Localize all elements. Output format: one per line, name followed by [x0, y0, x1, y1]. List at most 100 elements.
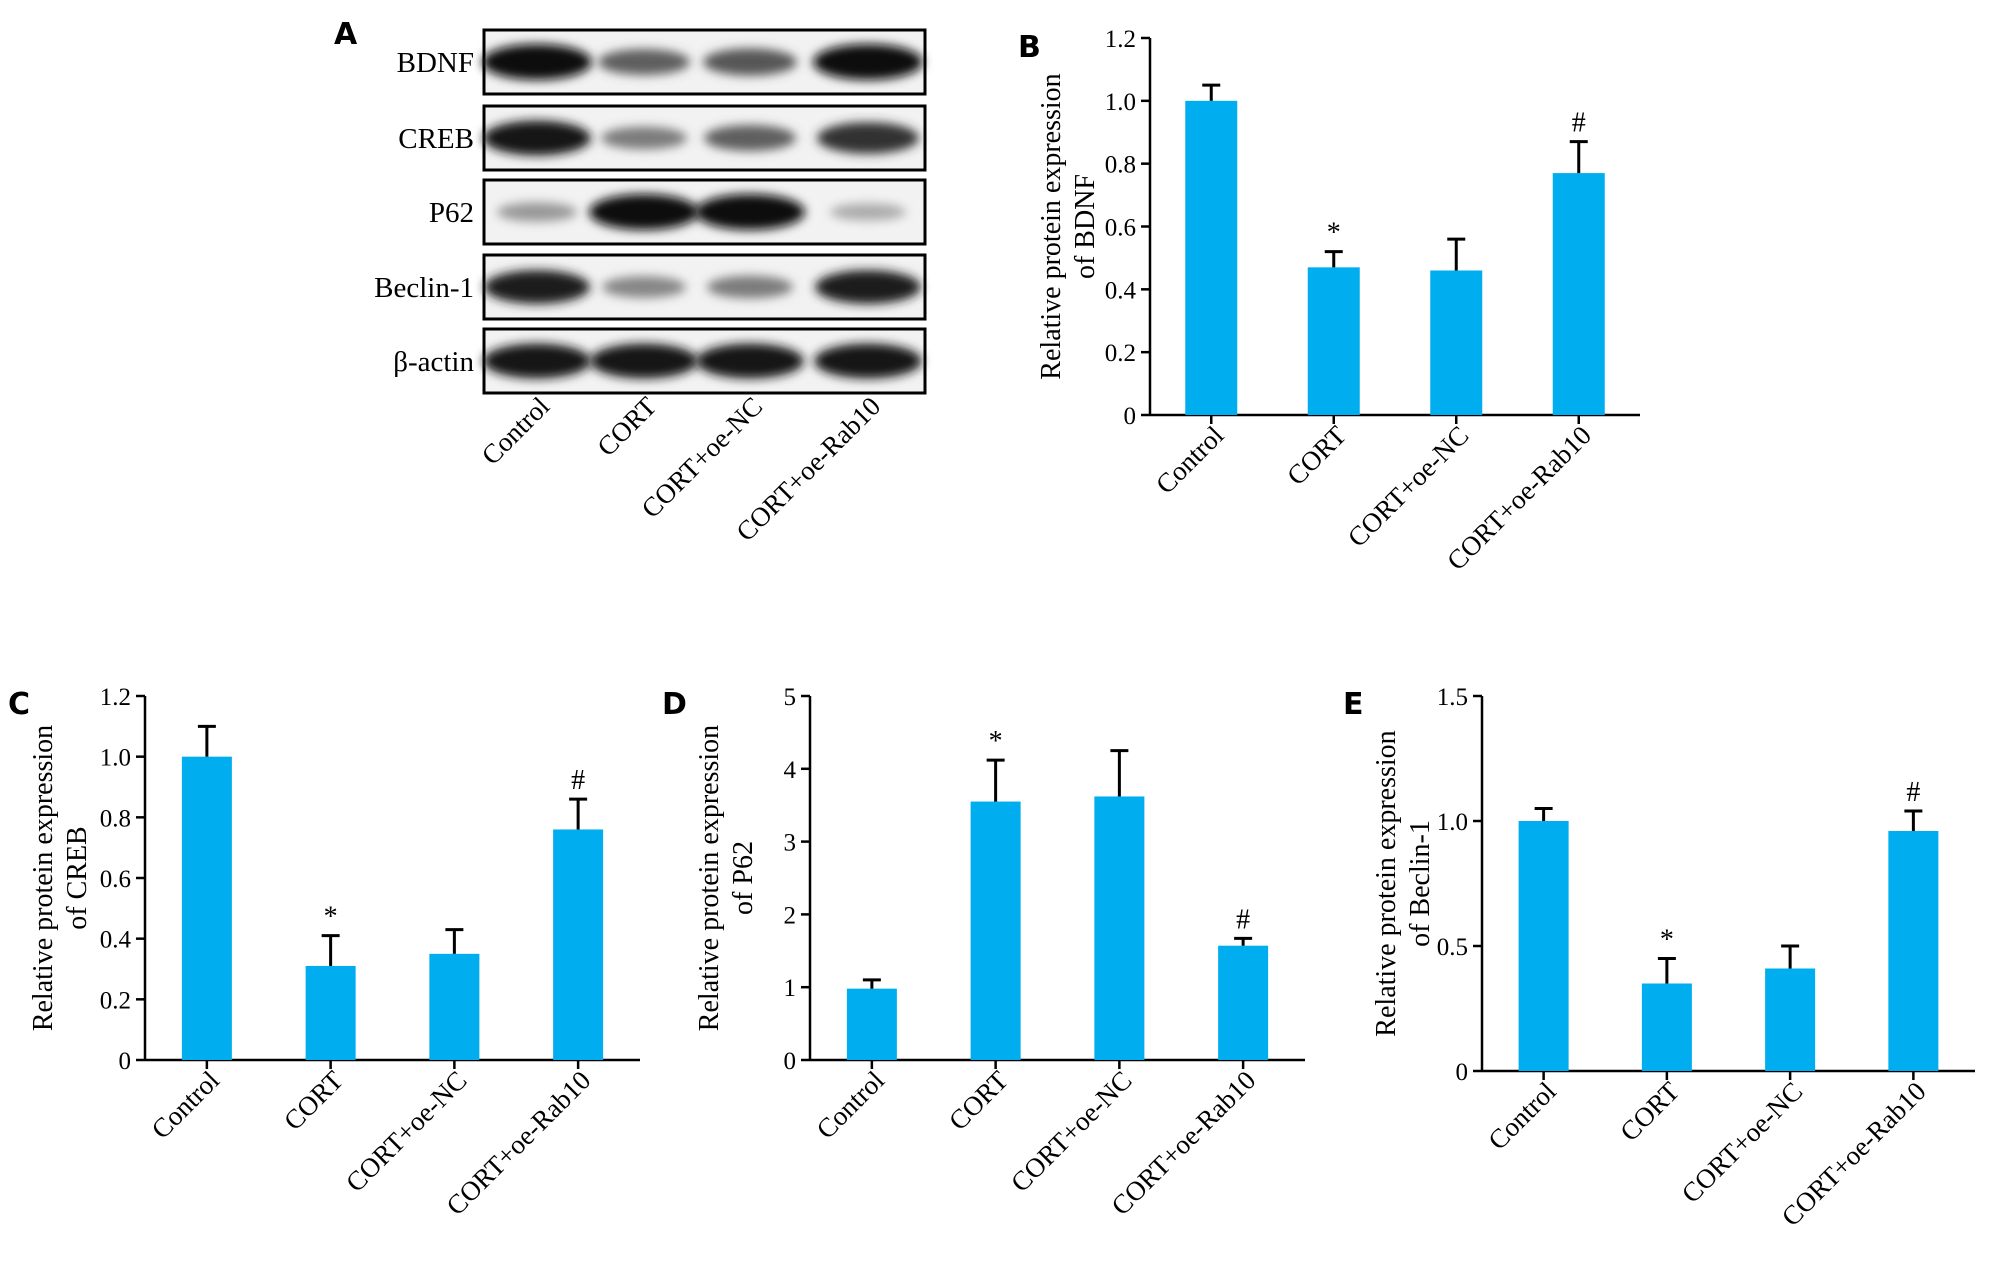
blot-band-creb-control [483, 120, 591, 156]
significance-mark-cort: * [1327, 218, 1341, 249]
x-tick-label-control: Control [146, 1065, 226, 1145]
bar-chart-creb: C 0 0.2 0.4 0.6 0.8 1.0 1.2 Relative protein exp… [8, 684, 640, 1221]
y-tick-label: 0.8 [100, 805, 131, 832]
panel-letter-e: E [1343, 687, 1364, 722]
blot-band-bdnf-cort-oe-nc [703, 48, 797, 76]
y-tick-label: 0.5 [1437, 934, 1468, 961]
blot-band-bdnf-control [482, 44, 592, 80]
blot-band-actin-cort-oe-rab10 [814, 343, 922, 379]
blot-band-bdnf-cort-oe-rab10 [813, 44, 923, 80]
x-tick-label-cort: CORT [1614, 1076, 1685, 1147]
blot-band-beclin-1-cort-oe-nc [707, 275, 793, 299]
y-tick-label: 0.4 [100, 927, 132, 954]
blot-band-creb-cort-oe-nc [704, 124, 796, 152]
panel-letter-b: B [1018, 30, 1041, 65]
bar-cort-oe-rab10 [553, 829, 604, 1060]
significance-mark-cort: * [324, 902, 338, 933]
significance-mark-cort: * [1660, 925, 1674, 956]
y-tick-label: 0 [1456, 1059, 1469, 1086]
panel-letter-c: C [8, 687, 30, 722]
bar-cort [1641, 983, 1692, 1071]
y-axis-label: Relative protein expression [28, 725, 59, 1031]
blot-band-beclin-1-cort-oe-rab10 [815, 270, 921, 304]
x-tick-label-cort: CORT [1281, 420, 1352, 491]
bar-chart-beclin-1: E 0 0.5 1.0 1.5 Relative protein expression of… [1343, 684, 1975, 1232]
significance-mark-cort-oe-rab10: # [571, 765, 585, 796]
blot-band-beclin-1-control [484, 270, 590, 304]
y-tick-label: 0.2 [100, 987, 131, 1014]
blot-band-p62-control [497, 202, 577, 222]
blot-row-p62: P62 [429, 178, 927, 246]
y-tick-label: 0.4 [1105, 277, 1137, 304]
y-tick-label: 0 [1124, 403, 1137, 430]
y-tick-label: 5 [784, 684, 797, 711]
x-tick-label-control: Control [811, 1065, 891, 1145]
y-tick-label: 0.6 [100, 866, 131, 893]
y-axis-label: Relative protein expression [1036, 73, 1067, 379]
y-tick-label: 0 [784, 1048, 797, 1075]
bar-chart-p62: D 0 1 2 3 4 5 Relative protein expression of P62… [662, 684, 1305, 1221]
bar-cort [970, 801, 1021, 1060]
panel-letter-d: D [662, 687, 687, 722]
x-tick-label-cort-oe-nc: CORT+oe-NC [1342, 420, 1475, 553]
blot-row-creb: CREB [398, 104, 927, 172]
x-tick-label-cort-oe-nc: CORT+oe-NC [1005, 1065, 1138, 1198]
bar-cort [1307, 267, 1360, 415]
y-tick-label: 4 [784, 757, 797, 784]
y-axis-label: of Beclin-1 [1405, 820, 1436, 947]
blot-band-actin-cort-oe-nc [696, 343, 804, 379]
bar-cort-oe-rab10 [1888, 831, 1939, 1071]
blot-row-label: BDNF [397, 47, 474, 79]
panel-letter-a: A [334, 17, 358, 52]
blot-row-label: β-actin [393, 346, 474, 378]
x-tick-label-cort-oe-nc: CORT+oe-NC [340, 1065, 473, 1198]
significance-mark-cort-oe-rab10: # [1236, 904, 1250, 935]
y-axis-label: of P62 [728, 841, 759, 915]
blot-row-beclin-1: Beclin-1 [374, 253, 927, 321]
blot-band-p62-cort-oe-nc [695, 194, 805, 230]
y-tick-label: 1.0 [100, 745, 131, 772]
y-axis-label: Relative protein expression [694, 725, 725, 1031]
bar-chart-bdnf: B 0 0.2 0.4 0.6 0.8 1.0 1.2 Relative protein exp… [1018, 26, 1640, 576]
bar-cort-oe-nc [429, 953, 480, 1060]
blot-row-label: P62 [429, 197, 474, 229]
x-tick-label-control: Control [1482, 1076, 1562, 1156]
bar-cort-oe-nc [1430, 270, 1483, 415]
y-tick-label: 1 [784, 975, 797, 1002]
bar-control [181, 756, 232, 1060]
y-tick-label: 1.2 [1105, 26, 1136, 53]
y-tick-label: 1.5 [1437, 684, 1468, 711]
y-tick-label: 0.8 [1105, 152, 1136, 179]
blot-row-label: CREB [398, 123, 474, 155]
blot-band-creb-cort [601, 126, 687, 150]
blot-lane-label-cort: CORT [591, 391, 662, 462]
y-tick-label: 1.0 [1437, 809, 1468, 836]
bar-cort-oe-rab10 [1218, 945, 1269, 1060]
blot-row-actin: β-actin [393, 327, 927, 395]
blot-band-actin-cort [590, 343, 698, 379]
blot-row-label: Beclin-1 [374, 272, 474, 304]
blot-band-creb-cort-oe-rab10 [817, 122, 919, 154]
bar-cort-oe-rab10 [1552, 173, 1605, 415]
y-tick-label: 3 [784, 830, 797, 857]
y-tick-label: 0.2 [1105, 340, 1136, 367]
y-tick-label: 1.0 [1105, 89, 1136, 116]
bar-control [846, 988, 897, 1060]
x-tick-label-cort-oe-nc: CORT+oe-NC [1676, 1076, 1809, 1209]
blot-row-bdnf: BDNF [397, 28, 927, 96]
x-tick-label-cort: CORT [943, 1065, 1014, 1136]
blot-band-actin-control [483, 343, 591, 379]
blot-band-p62-cort-oe-rab10 [830, 203, 906, 221]
significance-mark-cort: * [989, 726, 1003, 757]
y-axis-label: of CREB [62, 826, 93, 929]
bar-cort-oe-nc [1765, 968, 1816, 1071]
y-tick-label: 0 [119, 1048, 132, 1075]
blot-band-p62-cort [589, 194, 699, 230]
y-tick-label: 0.6 [1105, 215, 1136, 242]
blot-band-bdnf-cort [598, 48, 690, 76]
bar-cort-oe-nc [1094, 796, 1145, 1060]
bar-control [1185, 100, 1238, 415]
x-tick-label-cort: CORT [278, 1065, 349, 1136]
